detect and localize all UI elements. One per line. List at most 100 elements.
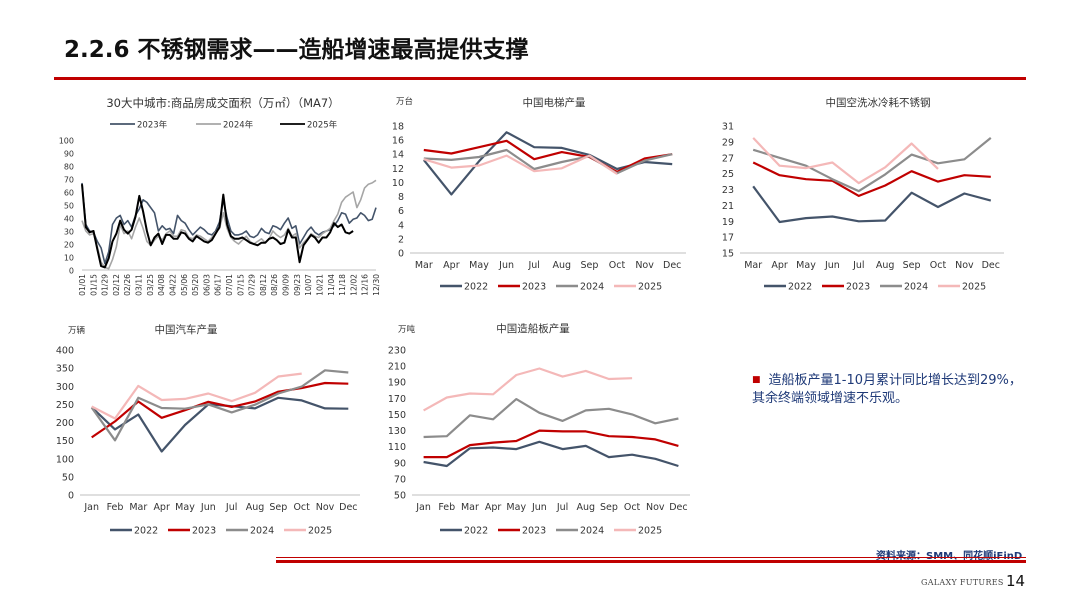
- y-tick-label: 20: [64, 241, 74, 250]
- x-tick-label: Jun: [824, 260, 840, 271]
- chart-appliance: 中国空洗冰冷耗不锈钢 15 17 19 21 23 25 27 29 31 Mar Apr May Jun…: [722, 96, 1004, 293]
- x-tick-label: 07/15: [236, 274, 245, 296]
- y-tick-label: 50: [394, 491, 406, 502]
- legend-label: 2024: [580, 282, 604, 293]
- legend-label: 2024: [250, 526, 274, 537]
- x-tick-label: 11/04: [327, 274, 336, 296]
- legend-label: 2024: [904, 282, 928, 293]
- y-tick-label: 200: [56, 418, 74, 429]
- chart-shipplate: 中国造船板产量 万吨 50 70 90 110 130 150 170 190 210 230 Jan F…: [388, 322, 690, 537]
- x-tick-label: Nov: [955, 260, 974, 271]
- x-tick-label: Feb: [107, 502, 124, 513]
- y-tick-label: 50: [62, 472, 74, 483]
- x-tick-label: Oct: [293, 502, 310, 513]
- x-tick-label: Apr: [153, 502, 170, 513]
- y-tick-label: 50: [64, 202, 74, 211]
- x-tick-label: 04/22: [168, 274, 177, 296]
- x-tick-label: Aug: [876, 260, 895, 271]
- x-tick-label: Jul: [556, 502, 568, 513]
- x-tick-label: Dec: [982, 260, 1000, 271]
- y-tick-label: 0: [68, 491, 74, 502]
- x-tick-label: Oct: [930, 260, 947, 271]
- y-tick-label: 300: [56, 382, 74, 393]
- y-tick-label: 17: [722, 233, 734, 244]
- x-tick-label: Aug: [576, 502, 595, 513]
- x-tick-label: Apr: [443, 260, 460, 271]
- y-tick-label: 16: [392, 136, 404, 147]
- legend-label: 2023: [522, 282, 546, 293]
- x-tick-label: 11/18: [338, 274, 347, 296]
- legend-label: 2022: [788, 282, 812, 293]
- slide-title: 2.2.6 不锈钢需求——造船增速最高提供支撑: [64, 37, 529, 63]
- series-line-2023: [423, 429, 679, 459]
- x-tick-label: 03/25: [146, 274, 155, 296]
- y-tick-label: 40: [64, 215, 74, 224]
- x-tick-label: Dec: [663, 260, 681, 271]
- x-tick-label: May: [175, 502, 195, 513]
- y-tick-label: 110: [388, 442, 406, 453]
- y-tick-label: 190: [388, 378, 406, 389]
- y-tick-label: 21: [722, 201, 734, 212]
- x-tick-label: Dec: [339, 502, 357, 513]
- x-tick-label: Mar: [461, 502, 479, 513]
- note-text: 造船板产量1-10月累计同比增长达到29%，其余终端领域增速不乐观。: [752, 373, 1022, 406]
- y-tick-label: 19: [722, 217, 734, 228]
- y-tick-label: 10: [392, 178, 404, 189]
- chart-title: 中国电梯产量: [523, 96, 586, 109]
- highlight-note: ■ 造船板产量1-10月累计同比增长达到29%，其余终端领域增速不乐观。: [752, 371, 1022, 408]
- x-tick-label: Oct: [624, 502, 641, 513]
- x-tick-label: Jan: [415, 502, 431, 513]
- y-tick-label: 350: [56, 364, 74, 375]
- y-unit-label: 万吨: [398, 324, 416, 335]
- x-tick-label: 10/07: [304, 274, 313, 296]
- series-line-2024: [423, 397, 679, 439]
- chart-housing: 30大中城市:商品房成交面积（万㎡）（MA7） 0 10 20 30 40 50 60 70 80…: [59, 96, 381, 296]
- x-tick-label: Apr: [771, 260, 788, 271]
- y-tick-label: 130: [388, 426, 406, 437]
- series-line-2023: [752, 161, 991, 198]
- y-tick-label: 2: [398, 234, 404, 245]
- y-unit-label: 万台: [396, 96, 413, 107]
- x-tick-label: 12/16: [361, 274, 370, 296]
- y-tick-label: 80: [64, 163, 74, 172]
- chart-title: 中国造船板产量: [496, 322, 570, 335]
- x-tick-label: 04/08: [157, 274, 166, 296]
- legend-label: 2022: [134, 526, 158, 537]
- series-line-2025: [423, 367, 633, 412]
- x-tick-label: 10/21: [315, 274, 324, 296]
- y-tick-label: 230: [388, 346, 406, 357]
- y-unit-label: 万辆: [68, 325, 86, 336]
- chart-auto: 中国汽车产量 万辆 0 50 100 150 200 250 300 350 400 Jan Feb Ma…: [56, 323, 360, 537]
- y-tick-label: 100: [59, 137, 74, 146]
- x-tick-label: 01/15: [89, 274, 98, 296]
- x-tick-label: 06/17: [214, 274, 223, 296]
- series-line-2024: [90, 369, 349, 442]
- title-divider: [54, 77, 1026, 80]
- y-tick-label: 400: [56, 346, 74, 357]
- series-line-2025: [91, 372, 302, 420]
- legend-label: 2025: [638, 526, 662, 537]
- y-tick-label: 23: [722, 185, 734, 196]
- legend-label: 2025年: [307, 120, 338, 131]
- x-tick-label: 01/01: [78, 274, 87, 296]
- x-tick-label: Jan: [83, 502, 99, 513]
- y-tick-label: 90: [394, 458, 406, 469]
- y-tick-label: 6: [398, 206, 404, 217]
- y-tick-label: 29: [722, 137, 734, 148]
- y-tick-label: 12: [392, 164, 404, 175]
- y-tick-label: 90: [64, 150, 74, 159]
- y-tick-label: 4: [398, 220, 404, 231]
- legend-label: 2022: [464, 282, 488, 293]
- legend-label: 2023: [846, 282, 870, 293]
- x-tick-label: 12/02: [349, 274, 358, 296]
- y-tick-label: 10: [64, 254, 74, 263]
- y-tick-label: 27: [722, 153, 734, 164]
- series-line-2024: [752, 137, 992, 193]
- x-tick-label: Mar: [129, 502, 147, 513]
- x-tick-label: 05/06: [180, 274, 189, 296]
- x-tick-label: Jul: [225, 502, 237, 513]
- x-tick-label: Sep: [600, 502, 618, 513]
- y-tick-label: 8: [398, 192, 404, 203]
- y-tick-label: 0: [398, 249, 404, 260]
- x-tick-label: Aug: [246, 502, 265, 513]
